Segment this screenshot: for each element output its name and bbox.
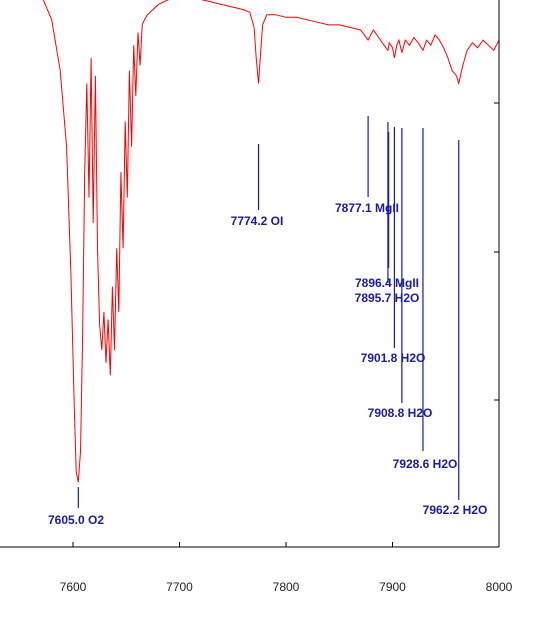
- x-tick-label-7700: 7700: [166, 580, 193, 594]
- annotation-label-0: 7605.0 O2: [48, 513, 104, 527]
- x-tick-label-7900: 7900: [379, 580, 406, 594]
- spectrum-line-0: [42, 0, 500, 483]
- spectrum-layer: [42, 0, 500, 483]
- annotation-label-2: 7877.1 MgII: [335, 201, 399, 215]
- x-tick-label-8000: 8000: [486, 580, 513, 594]
- annotation-label-4: 7895.7 H2O: [355, 291, 420, 305]
- annotation-label-3: 7896.4 MgII: [355, 276, 419, 290]
- x-tick-label-7800: 7800: [273, 580, 300, 594]
- annotation-label-8: 7962.2 H2O: [423, 503, 488, 517]
- axis-layer: 7600 7700 7800 7900 8000: [0, 0, 513, 594]
- annotation-label-6: 7908.8 H2O: [368, 406, 433, 420]
- annotation-label-1: 7774.2 OI: [231, 214, 284, 228]
- x-tick-label-7600: 7600: [60, 580, 87, 594]
- annotation-layer: 7605.0 O2 7774.2 OI 7877.1 MgII 7896.4 MgII…: [48, 116, 487, 527]
- annotation-label-5: 7901.8 H2O: [361, 351, 426, 365]
- annotation-label-7: 7928.6 H2O: [393, 457, 458, 471]
